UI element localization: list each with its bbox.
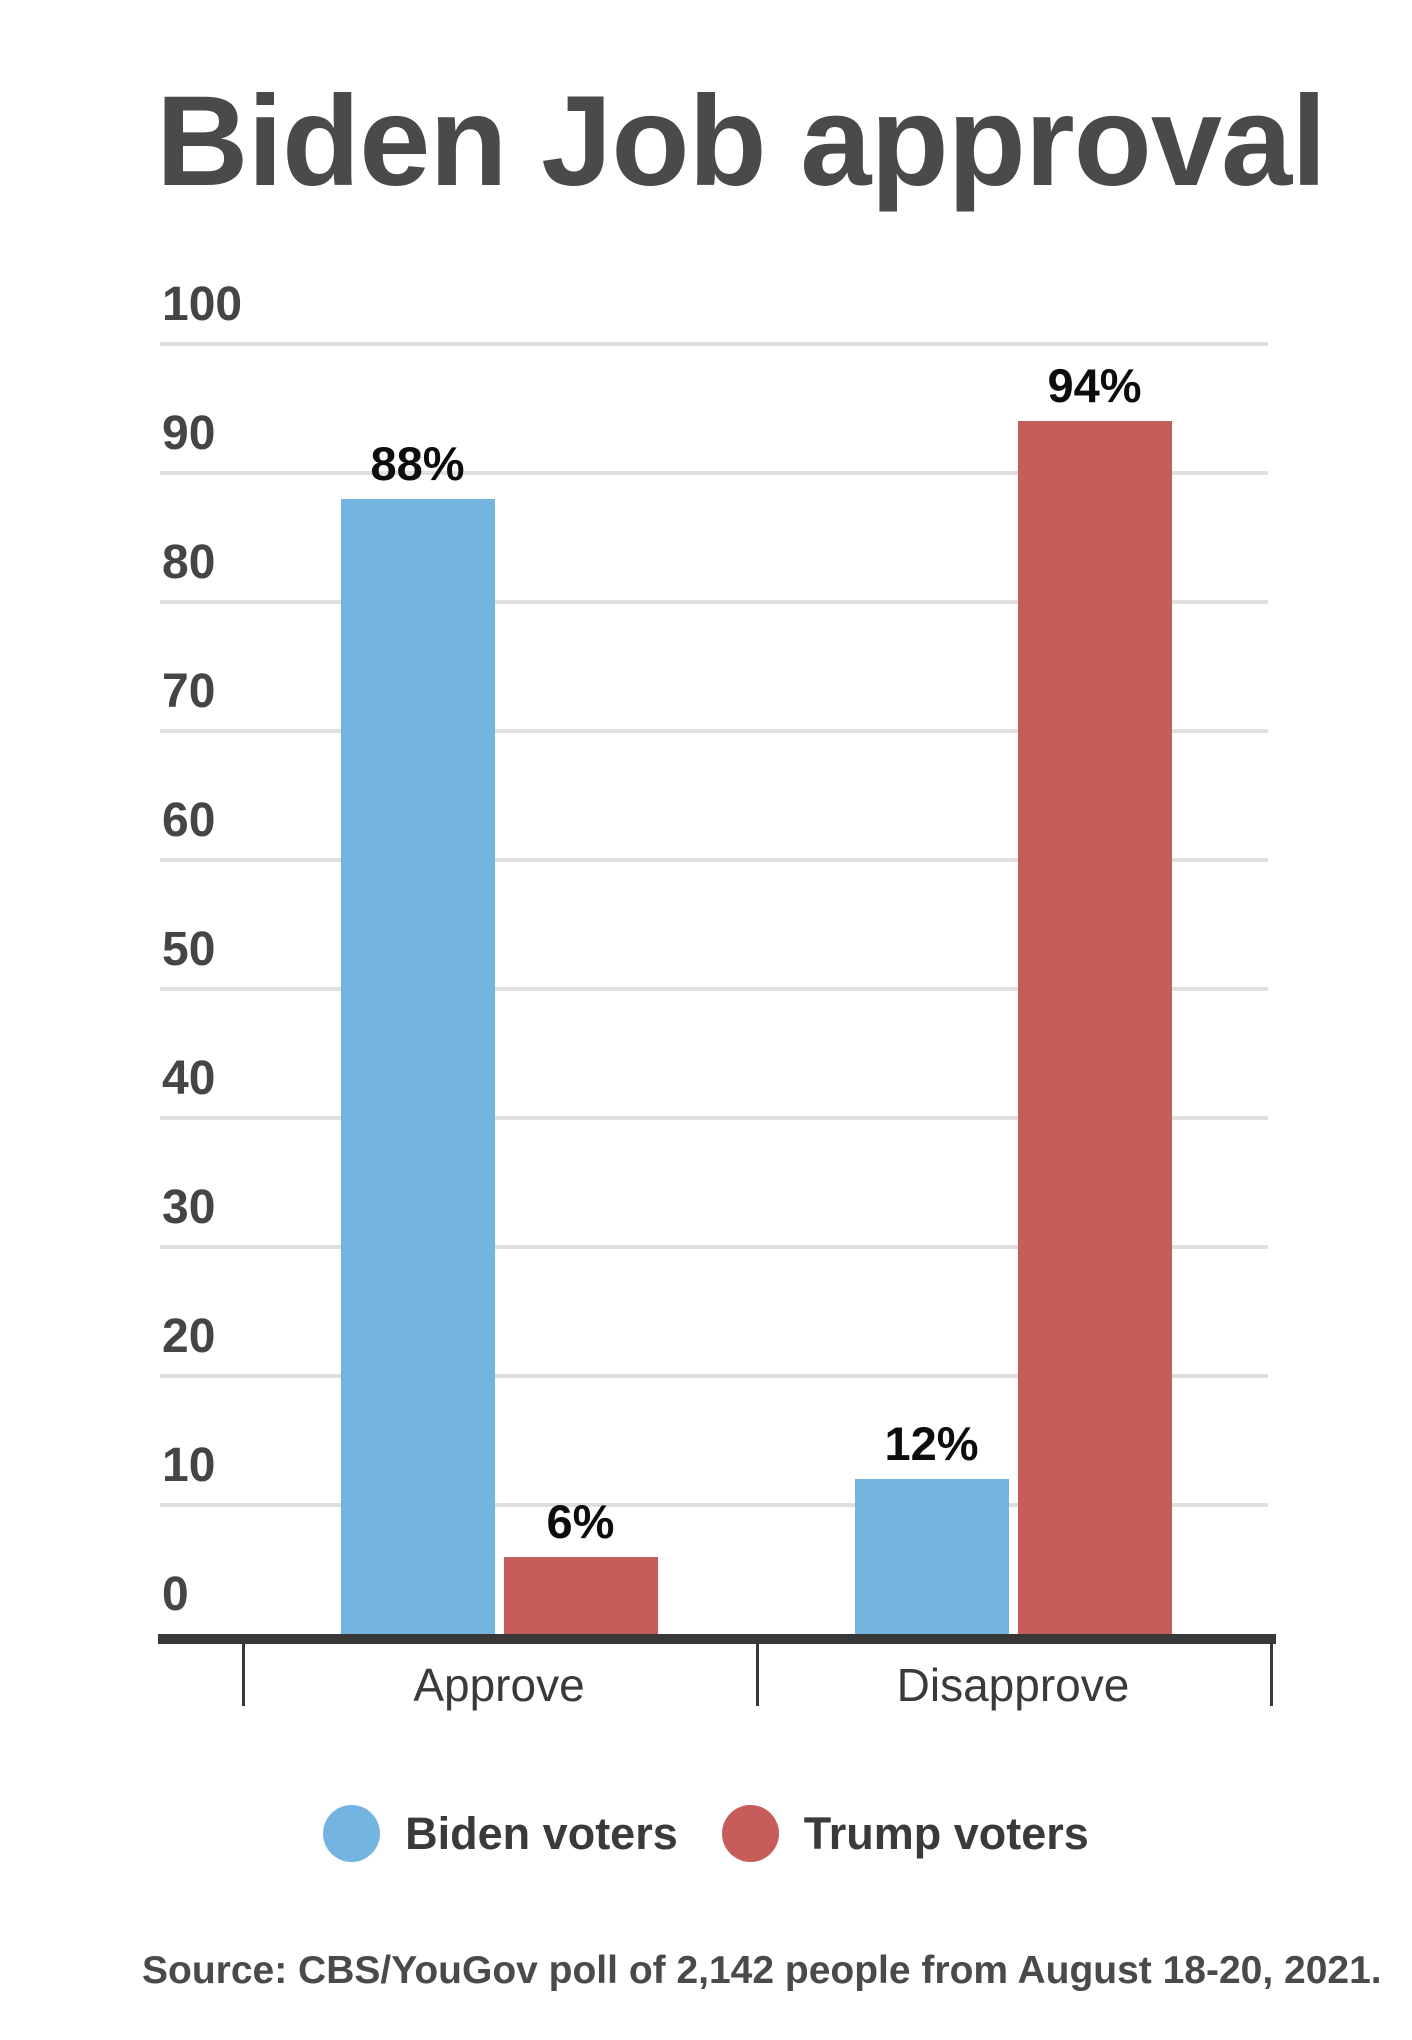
y-tick-label-50: 50 bbox=[162, 923, 216, 976]
y-tick-label-40: 40 bbox=[162, 1052, 216, 1105]
chart-title: Biden Job approval bbox=[156, 70, 1327, 213]
gridline-100 bbox=[160, 342, 1268, 346]
x-axis-tick-2 bbox=[1270, 1644, 1273, 1706]
legend-swatch-biden-voters bbox=[323, 1804, 381, 1862]
y-tick-label-90: 90 bbox=[162, 407, 216, 460]
gridline-90 bbox=[160, 471, 1268, 475]
y-tick-label-100: 100 bbox=[162, 278, 243, 331]
bar-disapprove-trump-voters bbox=[1017, 421, 1172, 1634]
bar-disapprove-biden-voters bbox=[854, 1479, 1009, 1634]
x-axis-line bbox=[158, 1634, 1276, 1644]
legend-label-trump-voters: Trump voters bbox=[803, 1807, 1089, 1859]
legend-swatch-trump-voters bbox=[721, 1804, 779, 1862]
gridline-60 bbox=[160, 858, 1268, 862]
x-axis-label-disapprove: Disapprove bbox=[896, 1659, 1130, 1711]
legend: Biden voters Trump voters bbox=[0, 1804, 1412, 1862]
gridline-10 bbox=[160, 1503, 1268, 1507]
y-tick-label-70: 70 bbox=[162, 665, 216, 718]
bar-value-label-disapprove-biden-voters: 12% bbox=[884, 1417, 979, 1471]
x-axis-tick-1 bbox=[756, 1644, 759, 1706]
bar-value-label-approve-trump-voters: 6% bbox=[546, 1494, 615, 1548]
legend-item-biden-voters: Biden voters bbox=[323, 1804, 678, 1862]
gridline-80 bbox=[160, 600, 1268, 604]
x-axis-label-approve: Approve bbox=[413, 1659, 585, 1711]
source-note: Source: CBS/YouGov poll of 2,142 people … bbox=[142, 1949, 1382, 1992]
y-tick-label-20: 20 bbox=[162, 1310, 216, 1363]
y-tick-label-60: 60 bbox=[162, 794, 216, 847]
gridline-30 bbox=[160, 1245, 1268, 1249]
y-tick-label-0: 0 bbox=[162, 1568, 189, 1621]
legend-item-trump-voters: Trump voters bbox=[721, 1804, 1089, 1862]
y-tick-label-30: 30 bbox=[162, 1181, 216, 1234]
bar-value-label-approve-biden-voters: 88% bbox=[370, 436, 465, 490]
gridline-50 bbox=[160, 987, 1268, 991]
y-tick-label-80: 80 bbox=[162, 536, 216, 589]
y-tick-label-10: 10 bbox=[162, 1439, 216, 1492]
gridline-40 bbox=[160, 1116, 1268, 1120]
x-axis-tick-0 bbox=[242, 1644, 245, 1706]
bar-approve-biden-voters bbox=[340, 498, 495, 1634]
legend-label-biden-voters: Biden voters bbox=[405, 1807, 678, 1859]
bar-value-label-disapprove-trump-voters: 94% bbox=[1047, 359, 1142, 413]
bar-approve-trump-voters bbox=[503, 1556, 658, 1634]
gridline-20 bbox=[160, 1374, 1268, 1378]
gridline-70 bbox=[160, 729, 1268, 733]
